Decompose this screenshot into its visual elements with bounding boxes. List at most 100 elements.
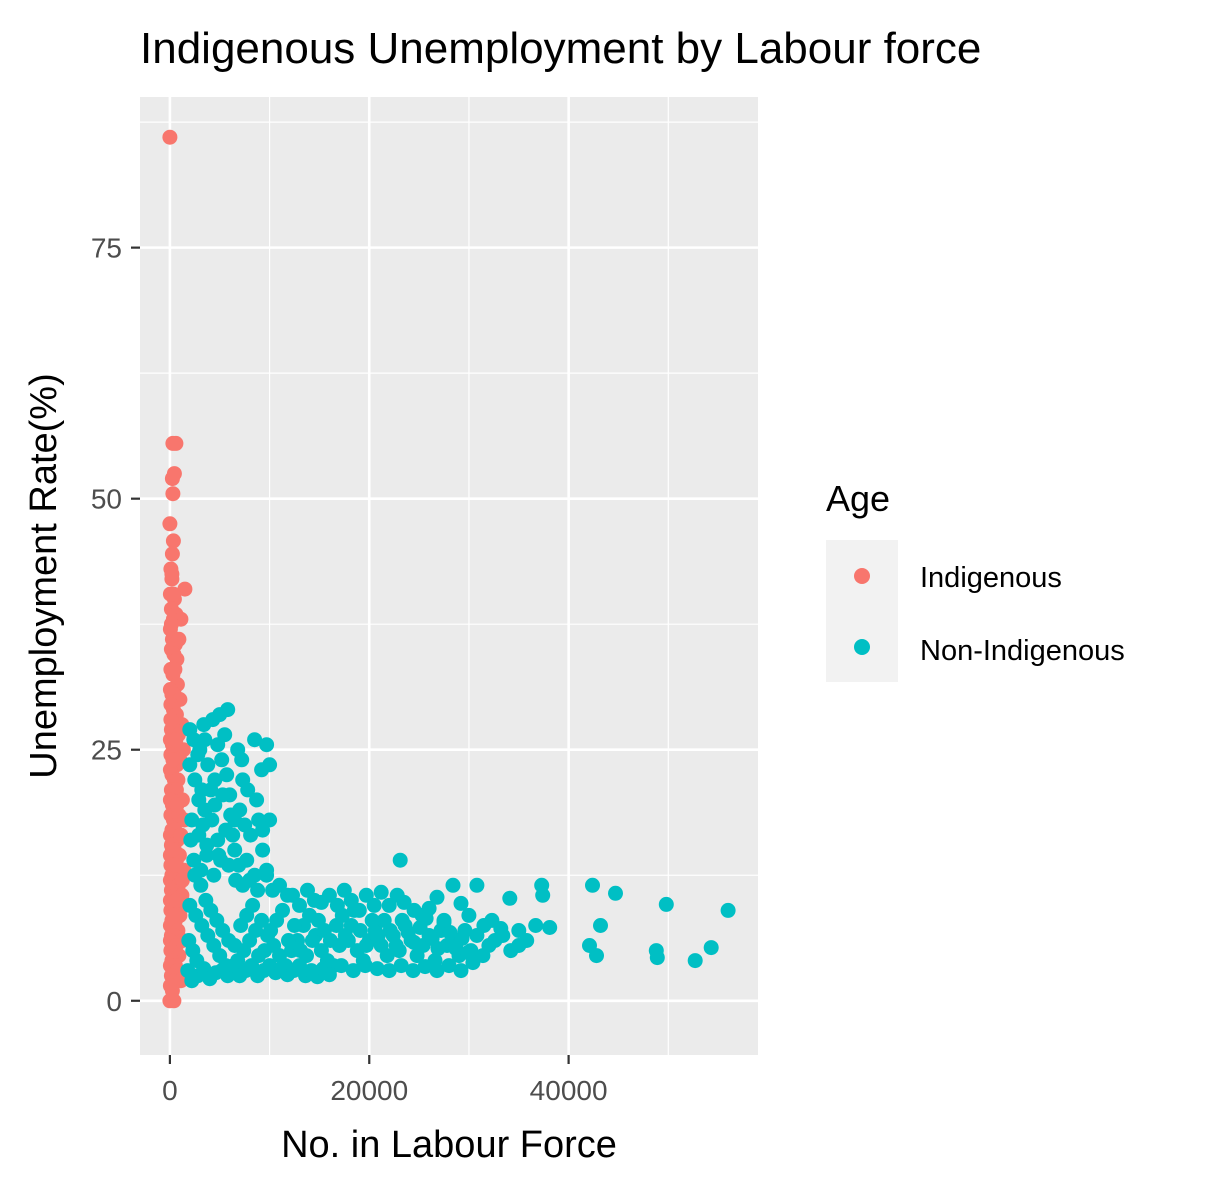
point-non-indigenous [469, 928, 485, 943]
point-non-indigenous [249, 792, 265, 808]
point-non-indigenous [255, 822, 271, 838]
axes: 0 20000 40000 0 25 50 75 [91, 233, 608, 1106]
point-non-indigenous [292, 897, 307, 913]
point-non-indigenous [405, 963, 421, 979]
point-non-indigenous [287, 918, 302, 933]
point-non-indigenous [191, 792, 207, 808]
point-non-indigenous [192, 742, 208, 758]
point-non-indigenous [429, 889, 445, 905]
point-non-indigenous [262, 757, 278, 773]
point-non-indigenous [352, 923, 368, 938]
point-non-indigenous [382, 923, 398, 938]
chart-title: Indigenous Unemployment by Labour force [140, 24, 981, 73]
point-non-indigenous [589, 948, 604, 964]
point-non-indigenous [649, 950, 665, 966]
point-non-indigenous [207, 797, 223, 813]
point-non-indigenous [235, 772, 251, 788]
point-non-indigenous [687, 953, 703, 969]
point-non-indigenous [469, 877, 485, 893]
point-non-indigenous [321, 967, 337, 983]
point-non-indigenous [364, 912, 380, 928]
y-tick-label: 0 [106, 986, 122, 1017]
point-indigenous [164, 546, 180, 562]
point-non-indigenous [223, 807, 239, 823]
point-non-indigenous [442, 925, 458, 940]
point-non-indigenous [346, 902, 362, 918]
point-non-indigenous [321, 887, 337, 903]
major-gridlines [140, 97, 758, 1055]
point-non-indigenous [366, 897, 382, 913]
legend-title: Age [826, 478, 890, 519]
point-indigenous [163, 616, 179, 632]
point-non-indigenous [189, 953, 205, 969]
point-non-indigenous [243, 827, 259, 843]
point-non-indigenous [334, 907, 350, 923]
point-indigenous [166, 466, 182, 482]
point-indigenous [168, 435, 184, 451]
point-non-indigenous [196, 717, 212, 733]
point-non-indigenous [460, 945, 476, 961]
x-tick-label: 0 [162, 1075, 178, 1106]
point-non-indigenous [357, 958, 373, 974]
x-tick-label: 40000 [530, 1075, 608, 1106]
point-non-indigenous [227, 938, 243, 953]
point-non-indigenous [393, 958, 409, 974]
point-indigenous [169, 797, 185, 813]
point-non-indigenous [608, 885, 623, 901]
point-non-indigenous [454, 931, 470, 946]
point-indigenous [166, 993, 182, 1009]
point-non-indigenous [358, 938, 374, 953]
point-non-indigenous [227, 842, 243, 858]
point-non-indigenous [461, 907, 477, 923]
point-non-indigenous [219, 767, 235, 783]
point-indigenous [162, 516, 178, 532]
point-non-indigenous [272, 877, 287, 893]
point-non-indigenous [255, 842, 271, 858]
minor-gridlines [140, 97, 758, 1055]
point-non-indigenous [211, 847, 227, 863]
point-non-indigenous [245, 897, 261, 913]
point-indigenous [174, 872, 190, 888]
point-non-indigenous [381, 963, 397, 979]
point-indigenous [168, 732, 184, 748]
point-non-indigenous [441, 958, 457, 974]
point-indigenous [165, 486, 181, 502]
point-non-indigenous [396, 894, 412, 910]
x-axis-title: No. in Labour Force [281, 1124, 617, 1166]
point-non-indigenous [187, 867, 203, 883]
legend-key-indigenous [854, 568, 870, 584]
point-non-indigenous [299, 948, 314, 964]
legend-key-background [826, 540, 898, 682]
point-non-indigenous [430, 941, 446, 957]
point-indigenous [165, 752, 181, 768]
point-non-indigenous [304, 933, 320, 948]
point-indigenous [177, 581, 193, 597]
point-indigenous [165, 586, 181, 602]
point-non-indigenous [220, 702, 236, 718]
point-indigenous [165, 533, 181, 549]
y-tick-label: 25 [91, 735, 122, 766]
point-non-indigenous [453, 963, 469, 979]
point-non-indigenous [369, 961, 385, 977]
data-points [162, 129, 736, 1009]
point-non-indigenous [585, 877, 600, 893]
point-non-indigenous [370, 928, 386, 943]
point-indigenous [162, 129, 178, 145]
point-non-indigenous [254, 912, 270, 928]
point-non-indigenous [333, 958, 349, 974]
point-non-indigenous [542, 920, 558, 935]
point-non-indigenous [340, 933, 356, 948]
point-non-indigenous [259, 862, 275, 878]
point-non-indigenous [418, 910, 434, 926]
legend: Age Indigenous Non-Indigenous [826, 478, 1125, 682]
point-non-indigenous [593, 918, 608, 933]
point-non-indigenous [214, 752, 230, 768]
plot-panel [140, 97, 758, 1055]
point-non-indigenous [247, 732, 263, 748]
point-non-indigenous [658, 896, 674, 912]
point-non-indigenous [528, 918, 544, 933]
point-non-indigenous [406, 935, 422, 950]
point-non-indigenous [183, 832, 199, 848]
point-non-indigenous [257, 943, 273, 959]
